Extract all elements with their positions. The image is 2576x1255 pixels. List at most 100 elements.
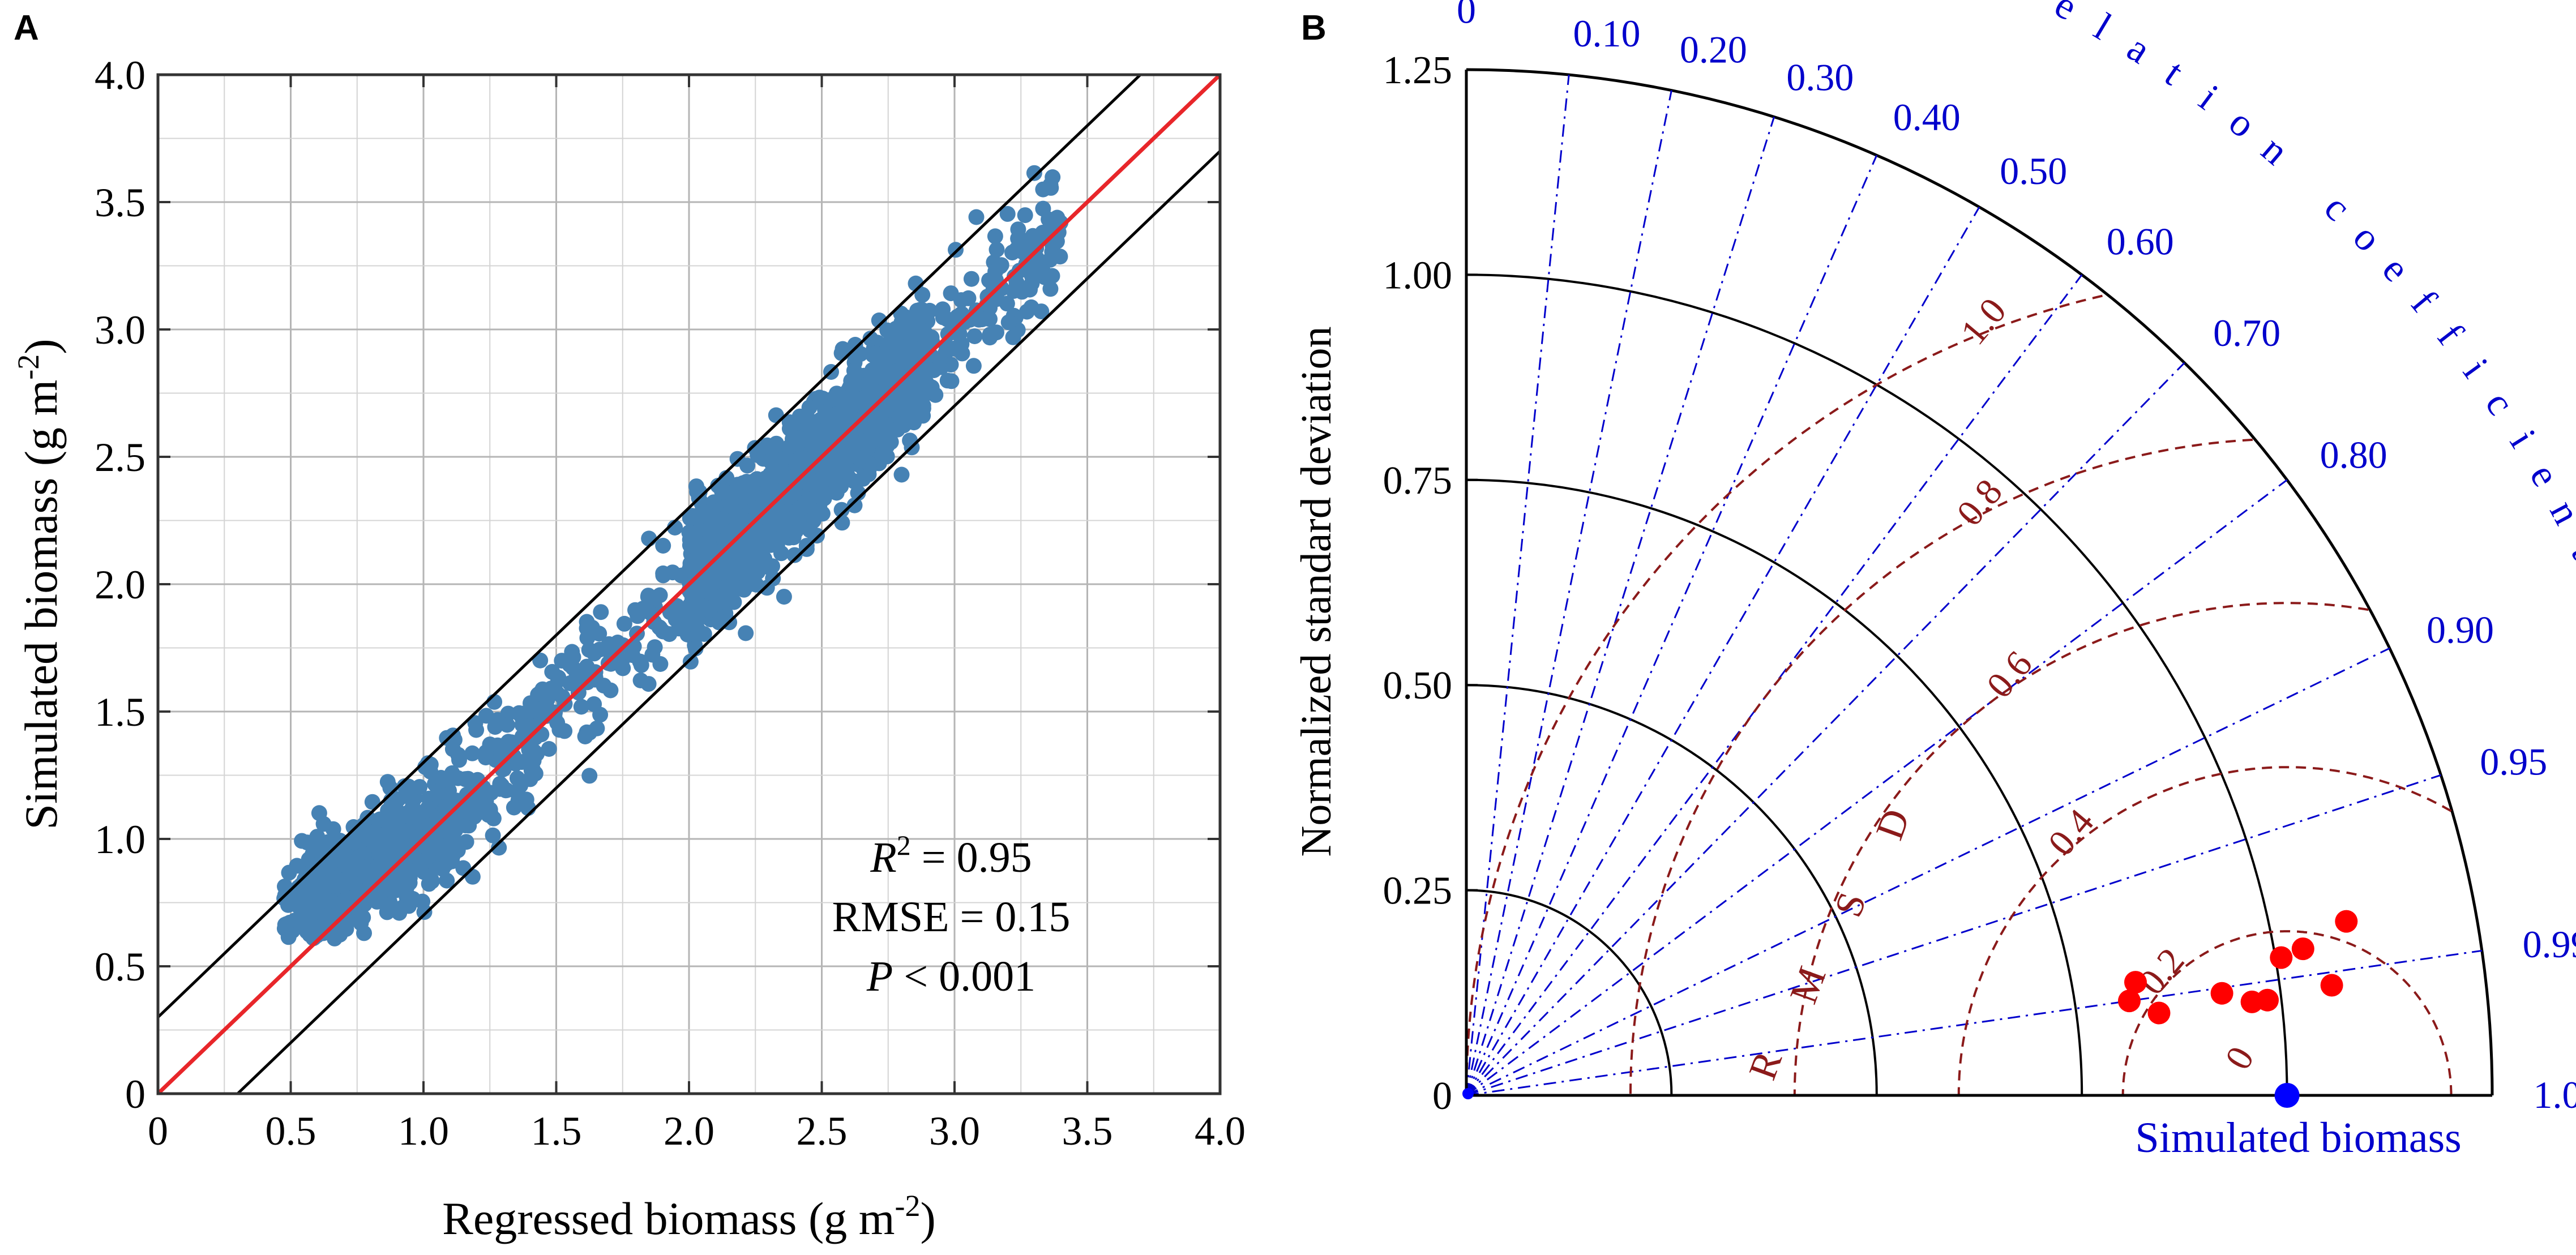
std-tick-label: 0.25: [1383, 869, 1453, 913]
scatter-point: [833, 478, 849, 495]
scatter-point: [1044, 268, 1060, 284]
scatter-point: [818, 470, 834, 487]
scatter-point: [694, 543, 709, 560]
scatter-point: [723, 499, 739, 515]
panel-label-b: B: [1301, 8, 1326, 48]
scatter-point: [689, 483, 705, 500]
scatter-point: [434, 772, 451, 789]
correlation-tick-label: 0.10: [1573, 12, 1640, 55]
scatter-point: [835, 426, 851, 442]
scatter-point: [945, 340, 962, 357]
taylor-axes: 0 0.25 0.50 0.75 1.00 1.25: [1383, 49, 2492, 1118]
scatter-point: [593, 604, 609, 620]
scatter-point: [1019, 303, 1035, 320]
scatter-point: [932, 351, 948, 367]
scatter-point: [632, 673, 649, 688]
correlation-tick-label: 0.90: [2427, 609, 2494, 652]
scatter-point: [895, 400, 911, 417]
scatter-point: [1010, 230, 1026, 247]
scatter-point: [544, 663, 560, 680]
x-tick-label: 3.0: [929, 1108, 980, 1154]
correlation-tick-label: 0.20: [1680, 28, 1747, 71]
scatter-point: [511, 705, 527, 721]
scatter-point: [841, 404, 858, 420]
x-tick-label: 4.0: [1195, 1108, 1246, 1154]
x-tick-label: 1.0: [398, 1108, 449, 1154]
correlation-tick-label: 0: [1457, 0, 1476, 32]
scatter-point: [858, 388, 874, 405]
correlation-tick-label: 0.95: [2480, 740, 2547, 783]
scatter-points: [276, 165, 1069, 946]
scatter-point: [801, 498, 817, 514]
scatter-point: [348, 852, 365, 868]
scatter-point: [568, 669, 585, 686]
scatter-point: [1011, 263, 1028, 279]
x-tick-label: 3.5: [1062, 1108, 1113, 1154]
scatter-point: [1014, 284, 1030, 300]
scatter-point: [965, 358, 982, 374]
scatter-point: [523, 695, 538, 712]
scatter-point: [790, 513, 807, 529]
r-squared-text: R2 = 0.95: [870, 829, 1032, 881]
scatter-point: [541, 741, 557, 757]
scatter-point: [596, 678, 612, 694]
x-tick-label: 0: [148, 1108, 168, 1154]
scatter-point: [525, 742, 541, 759]
scatter-point: [384, 833, 400, 849]
correlation-tick-label: 0.99: [2523, 923, 2576, 966]
scatter-point: [498, 782, 514, 799]
x-axis-label: Regressed biomass (g m-2): [442, 1189, 936, 1244]
scatter-point: [966, 328, 983, 344]
scatter-point: [744, 564, 761, 580]
scatter-point: [452, 817, 468, 834]
scatter-point: [801, 399, 818, 416]
scatter-point: [896, 349, 912, 366]
scatter-point: [315, 816, 332, 832]
scatter-point: [309, 893, 325, 910]
scatter-point: [867, 370, 883, 386]
model-point: [2118, 990, 2141, 1013]
origin-marker: [1462, 1088, 1474, 1099]
statistics-annotation: R2 = 0.95 RMSE = 0.15 P < 0.001: [832, 829, 1071, 1000]
scatter-point: [800, 457, 816, 474]
std-arc: [1466, 478, 2083, 1096]
scatter-point: [346, 876, 363, 892]
correlation-ray: [1466, 647, 2390, 1096]
scatter-point: [446, 770, 463, 786]
correlation-rays: [1465, 74, 2483, 1096]
scatter-point: [862, 331, 879, 347]
model-point: [2210, 982, 2233, 1005]
scatter-point: [592, 706, 609, 723]
scatter-point: [846, 497, 863, 513]
scatter-point: [579, 614, 595, 630]
scatter-point: [816, 490, 832, 507]
scatter-point: [279, 916, 295, 932]
correlation-tick-label: 1.00: [2533, 1073, 2576, 1116]
correlation-ray: [1465, 90, 1672, 1096]
correlation-ray: [1465, 274, 2083, 1096]
model-point: [2320, 974, 2343, 997]
y-axis-label: Simulated biomass (g m-2): [11, 339, 67, 829]
scatter-point: [371, 811, 388, 828]
scatter-point: [491, 839, 507, 856]
scatter-point: [460, 770, 476, 787]
scatter-point: [948, 242, 964, 258]
scatter-point: [414, 893, 431, 910]
y-tick-label: 2.5: [95, 435, 146, 480]
scatter-point: [509, 770, 525, 786]
scatter-point: [902, 432, 918, 449]
model-point: [2124, 971, 2147, 994]
std-arc: [1466, 68, 2494, 1096]
scatter-point: [281, 864, 297, 881]
y-tick-label: 3.0: [95, 307, 146, 353]
model-point: [2291, 937, 2314, 961]
std-arc: [1466, 889, 1673, 1096]
scatter-point: [721, 543, 737, 559]
scatter-point: [398, 823, 414, 839]
scatter-point: [521, 755, 538, 771]
y-tick-label: 3.5: [95, 180, 146, 225]
scatter-point: [919, 335, 935, 351]
scatter-point: [400, 804, 417, 821]
scatter-point: [458, 834, 474, 850]
reference-label: Simulated biomass: [2135, 1114, 2461, 1162]
